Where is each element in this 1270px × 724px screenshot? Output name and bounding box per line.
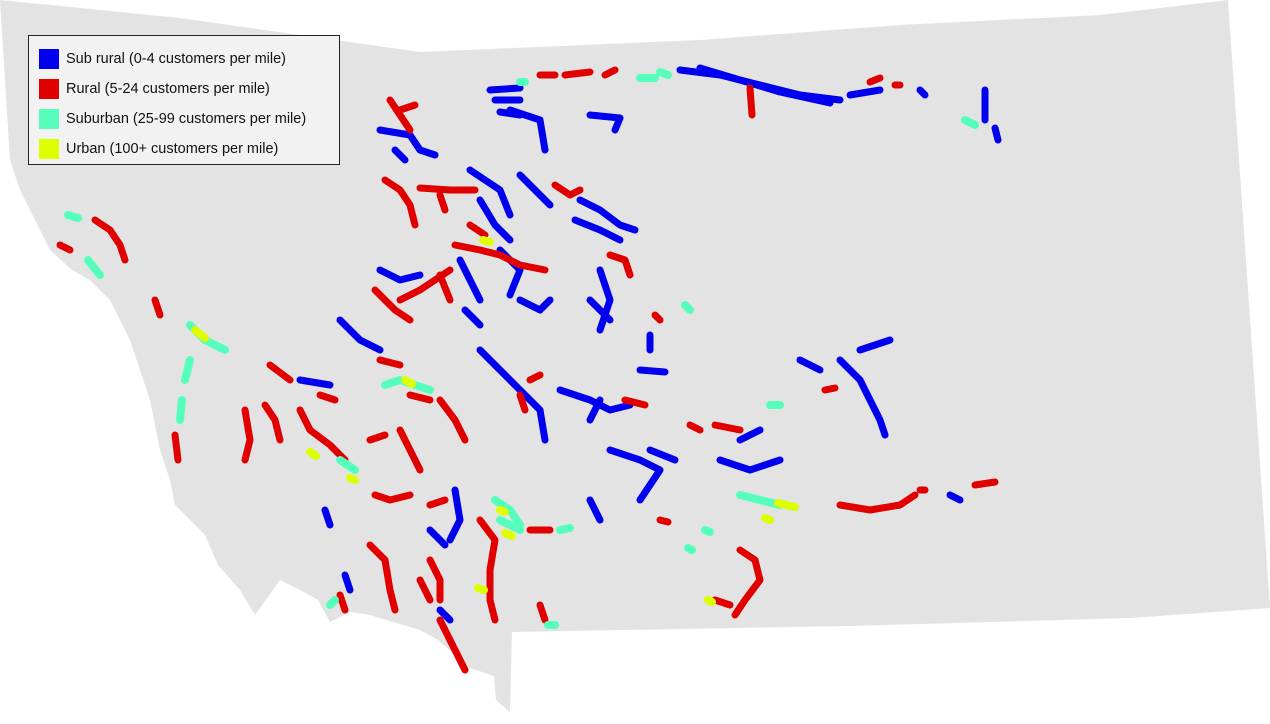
legend-item-suburban: Suburban (25-99 customers per mile) — [39, 104, 339, 134]
legend-label-urban: Urban (100+ customers per mile) — [66, 141, 279, 157]
legend-item-urban: Urban (100+ customers per mile) — [39, 134, 339, 164]
legend-label-rural: Rural (5-24 customers per mile) — [66, 81, 270, 97]
suburban-segments — [64, 68, 979, 629]
rural-swatch — [39, 79, 59, 99]
urban-swatch — [39, 139, 59, 159]
urban-segments — [191, 236, 799, 606]
suburban-swatch — [39, 109, 59, 129]
legend-item-rural: Rural (5-24 customers per mile) — [39, 74, 339, 104]
sub-rural-swatch — [39, 49, 59, 69]
legend-label-suburban: Suburban (25-99 customers per mile) — [66, 111, 307, 127]
legend-item-sub-rural: Sub rural (0-4 customers per mile) — [39, 44, 339, 74]
sub-rural-segments — [296, 64, 1002, 624]
rural-segments — [56, 66, 999, 674]
legend-label-sub-rural: Sub rural (0-4 customers per mile) — [66, 51, 286, 67]
map-legend: Sub rural (0-4 customers per mile) Rural… — [28, 35, 340, 165]
